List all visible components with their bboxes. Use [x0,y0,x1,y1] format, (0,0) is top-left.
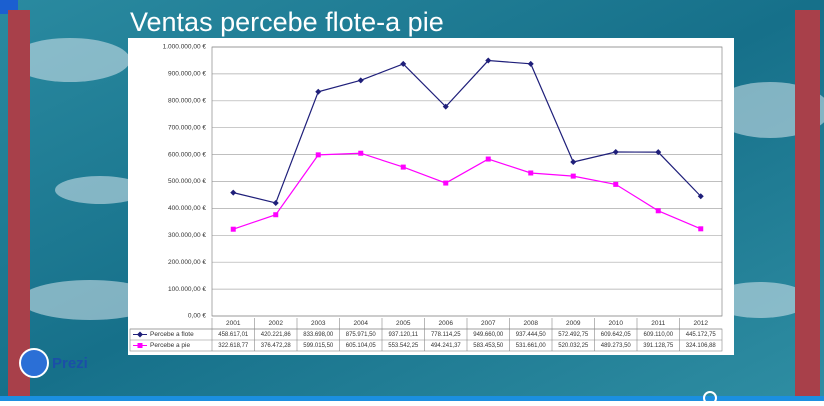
table-value: 583.453,50 [473,343,504,349]
table-value: 609.642,05 [601,332,632,338]
left-bar [8,10,30,396]
x-tick-label: 2009 [566,320,581,327]
y-tick-label: 600.000,00 € [168,151,206,158]
data-point [656,208,661,213]
data-point [528,170,533,175]
x-tick-label: 2005 [396,320,411,327]
y-tick-label: 1.000.000,00 € [163,44,207,51]
x-tick-label: 2012 [694,320,709,327]
page: Ventas percebe flote-a pie Prezi 0,00 € 1… [0,0,824,406]
data-point [571,174,576,179]
table-value: 572.492,75 [558,332,589,338]
table-value: 489.273,50 [601,343,632,349]
y-tick-label: 700.000,00 € [168,124,206,131]
y-tick-label: 900.000,00 € [168,71,206,78]
x-tick-label: 2007 [481,320,496,327]
table-value: 553.542,25 [388,343,419,349]
data-point [231,227,236,232]
table-value: 322.618,77 [218,343,249,349]
progress-bar [0,396,824,401]
table-value: 445.172,75 [686,332,717,338]
y-tick-label: 800.000,00 € [168,98,206,105]
legend-label: Percebe a flote [150,331,194,338]
table-value: 531.661,00 [516,343,547,349]
table-value: 324.106,88 [686,343,717,349]
legend-label: Percebe a pie [150,342,190,349]
y-tick-label: 500.000,00 € [168,178,206,185]
table-value: 494.241,37 [431,343,462,349]
data-point [443,181,448,186]
data-point [486,157,491,162]
y-tick-label: 300.000,00 € [168,232,206,239]
table-value: 599.015,50 [303,343,334,349]
right-bar [795,10,820,396]
chart-title: Ventas percebe flote-a pie [130,7,444,37]
x-tick-label: 2008 [524,320,539,327]
table-value: 605.104,05 [346,343,377,349]
data-point [316,152,321,157]
y-tick-label: 0,00 € [188,313,206,320]
data-point [273,212,278,217]
table-value: 420.221,86 [261,332,292,338]
data-point [613,182,618,187]
table-value: 937.444,50 [516,332,547,338]
table-value: 391.128,75 [643,343,674,349]
x-tick-label: 2006 [439,320,454,327]
table-value: 949.660,00 [473,332,504,338]
table-value: 458.617,01 [218,332,249,338]
y-tick-label: 100.000,00 € [168,286,206,293]
x-tick-label: 2003 [311,320,326,327]
y-tick-label: 200.000,00 € [168,259,206,266]
data-point [698,226,703,231]
x-tick-label: 2011 [651,320,665,327]
chart-panel [128,38,734,355]
legend-marker [138,343,143,348]
table-value: 376.472,28 [261,343,292,349]
table-value: 778.114,25 [431,332,461,338]
x-tick-label: 2002 [269,320,284,327]
x-tick-label: 2010 [609,320,624,327]
data-point [401,165,406,170]
data-point [358,151,363,156]
table-value: 937.120,11 [388,332,418,338]
table-value: 520.032,25 [558,343,589,349]
table-value: 875.971,50 [346,332,377,338]
screen: Ventas percebe flote-a pie Prezi 0,00 € 1… [0,0,824,401]
table-value: 609.110,00 [643,332,673,338]
x-tick-label: 2001 [226,320,241,327]
x-tick-label: 2004 [354,320,369,327]
table-value: 833.698,00 [303,332,334,338]
y-tick-label: 400.000,00 € [168,205,206,212]
logo-text[interactable]: Prezi [52,355,88,372]
